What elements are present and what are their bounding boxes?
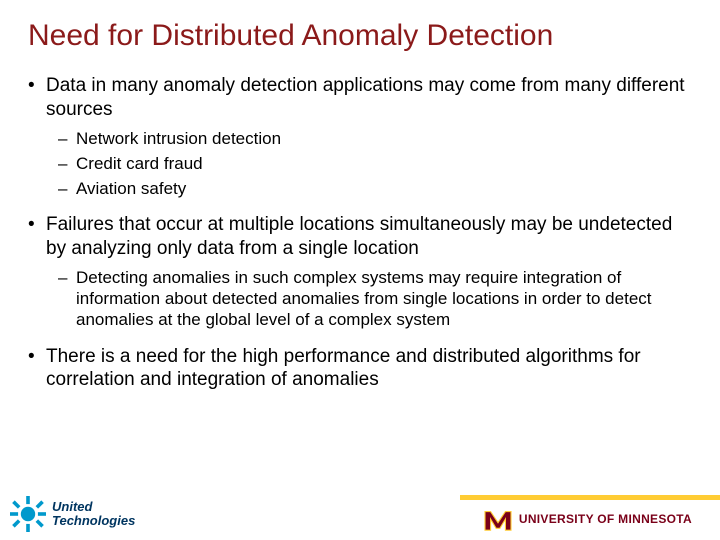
bullet-l1: There is a need for the high performance…	[28, 345, 692, 393]
united-technologies-text: United Technologies	[52, 500, 135, 527]
footer: United Technologies UNIVERSITY OF MINNES…	[0, 486, 720, 532]
united-technologies-logo: United Technologies	[10, 496, 135, 532]
umn-m-icon	[483, 506, 513, 532]
sun-icon	[10, 496, 46, 532]
slide-title: Need for Distributed Anomaly Detection	[28, 18, 692, 54]
bullet-group-1: Failures that occur at multiple location…	[28, 213, 692, 330]
bullet-group-2: There is a need for the high performance…	[28, 345, 692, 393]
bullet-l1: Failures that occur at multiple location…	[28, 213, 692, 261]
bullet-l2: Detecting anomalies in such complex syst…	[28, 267, 692, 331]
bullet-l2: Aviation safety	[28, 178, 692, 199]
ut-line2: Technologies	[52, 514, 135, 528]
bullet-l2: Credit card fraud	[28, 153, 692, 174]
bullet-group-0: Data in many anomaly detection applicati…	[28, 74, 692, 199]
ut-line1: United	[52, 500, 135, 514]
umn-text: UNIVERSITY OF MINNESOTA	[519, 512, 692, 526]
umn-logo: UNIVERSITY OF MINNESOTA	[483, 506, 692, 532]
bullet-l1: Data in many anomaly detection applicati…	[28, 74, 692, 122]
slide-container: Need for Distributed Anomaly Detection D…	[0, 0, 720, 540]
bullet-l2: Network intrusion detection	[28, 128, 692, 149]
